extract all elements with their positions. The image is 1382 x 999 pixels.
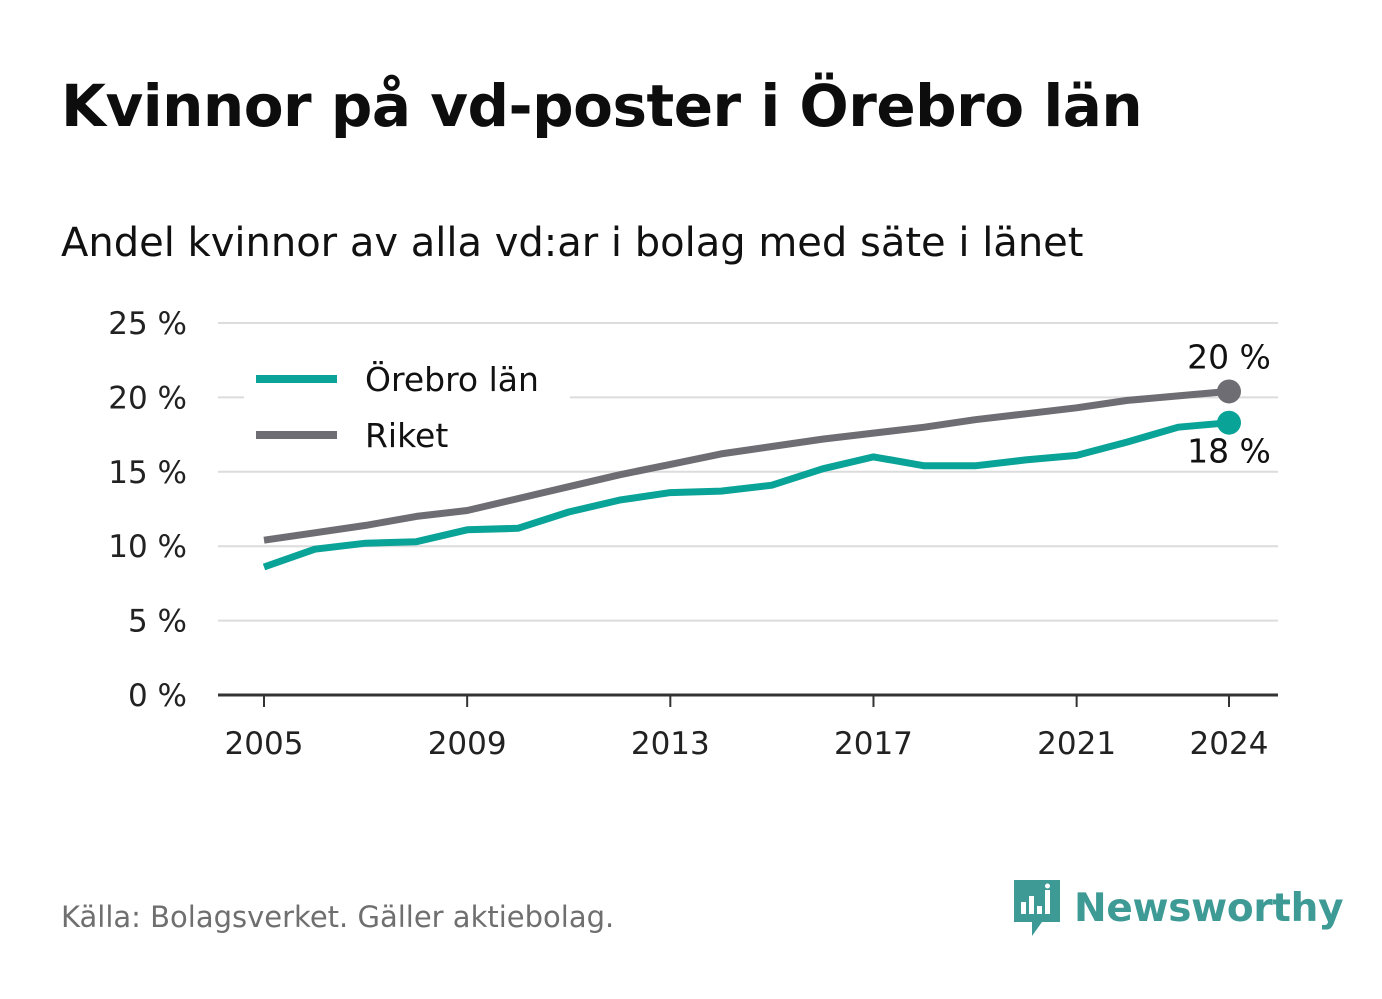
y-tick-label: 0 % (128, 678, 187, 714)
y-tick-label: 20 % (108, 380, 187, 416)
chart-subtitle: Andel kvinnor av alla vd:ar i bolag med … (61, 220, 1084, 266)
legend-background (244, 352, 570, 470)
source-note: Källa: Bolagsverket. Gäller aktiebolag. (61, 900, 615, 934)
x-tick-label: 2024 (1190, 726, 1269, 762)
series-line (262, 419, 1230, 571)
legend-label: Örebro län (365, 359, 539, 399)
y-axis-ticks: 0 % 5 % 10 % 15 % 20 % 25 % (108, 306, 187, 714)
x-tick-label: 2013 (631, 726, 710, 762)
y-tick-label: 25 % (108, 306, 187, 342)
series-lines (262, 379, 1241, 571)
series-end-label: 18 % (1187, 432, 1271, 471)
end-labels: 20 % 18 % (1187, 337, 1271, 470)
series-line (263, 387, 1230, 544)
chart-title: Kvinnor på vd-poster i Örebro län (61, 72, 1143, 140)
series-end-point (1217, 410, 1241, 435)
x-tick-label: 2021 (1037, 726, 1116, 762)
y-tick-label: 10 % (108, 529, 187, 565)
legend: Örebro län Riket (244, 352, 570, 470)
x-axis-ticks: 2005 2009 2013 2017 2021 2024 (225, 695, 1269, 762)
legend-label: Riket (365, 416, 448, 455)
series-end-label: 20 % (1187, 337, 1271, 376)
y-tick-label: 15 % (108, 455, 187, 491)
x-tick-label: 2009 (428, 726, 507, 762)
brand-name: Newsworthy (1074, 885, 1344, 931)
newsworthy-logo-icon (1014, 880, 1060, 936)
x-tick-label: 2017 (834, 726, 913, 762)
brand-logo: Newsworthy (1012, 878, 1344, 938)
y-tick-label: 5 % (128, 604, 187, 640)
x-tick-label: 2005 (225, 726, 304, 762)
series-end-point (1217, 379, 1241, 404)
